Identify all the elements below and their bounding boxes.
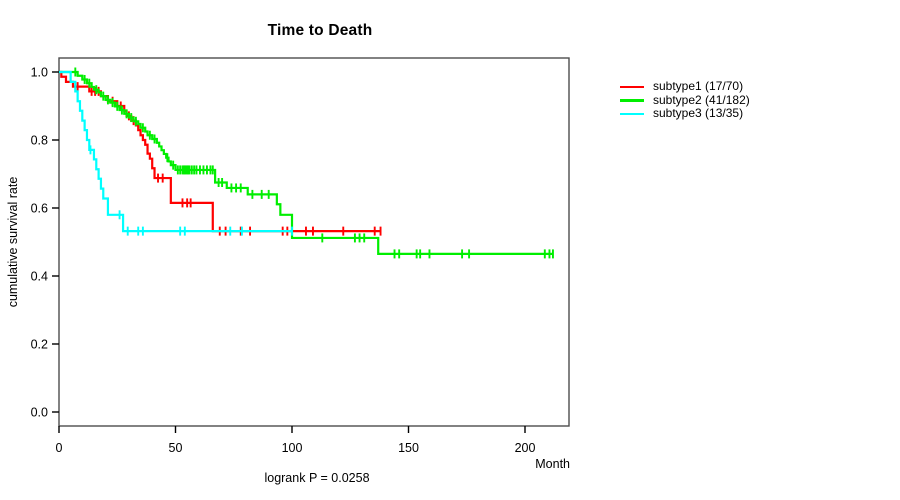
legend: subtype1 (17/70) subtype2 (41/182) subtype… (620, 79, 750, 121)
y-tick-label: 0.0 (31, 406, 48, 420)
legend-line-swatch (620, 85, 644, 89)
legend-item: subtype3 (13/35) (620, 107, 750, 121)
y-axis-label: cumulative survival rate (6, 176, 20, 308)
curve-subtype2 (59, 70, 553, 255)
chart-title: Time to Death (267, 22, 373, 39)
y-tick-label: 0.6 (31, 202, 48, 216)
legend-item: subtype1 (17/70) (620, 79, 750, 94)
x-tick-label: 50 (169, 441, 183, 455)
legend-label: subtype3 (13/35) (653, 106, 744, 121)
x-tick-label: 150 (398, 441, 419, 455)
x-tick-label: 100 (282, 441, 303, 455)
legend-line-swatch (620, 112, 644, 116)
legend-item: subtype2 (41/182) (620, 92, 750, 108)
y-tick-label: 0.2 (31, 338, 48, 352)
legend-line-swatch (620, 99, 644, 102)
x-axis-label: Month (535, 457, 570, 471)
curve-subtype3 (59, 70, 292, 233)
x-tick-label: 0 (56, 441, 63, 455)
plot-box (58, 57, 570, 427)
y-tick-label: 1.0 (31, 66, 48, 80)
logrank-pvalue-annotation: logrank P = 0.0258 (264, 471, 370, 485)
y-tick-label: 0.8 (31, 134, 48, 148)
y-tick-label: 0.4 (31, 270, 48, 284)
legend-label: subtype2 (41/182) (653, 92, 750, 107)
legend-label: subtype1 (17/70) (653, 79, 744, 93)
x-tick-label: 200 (515, 441, 536, 455)
